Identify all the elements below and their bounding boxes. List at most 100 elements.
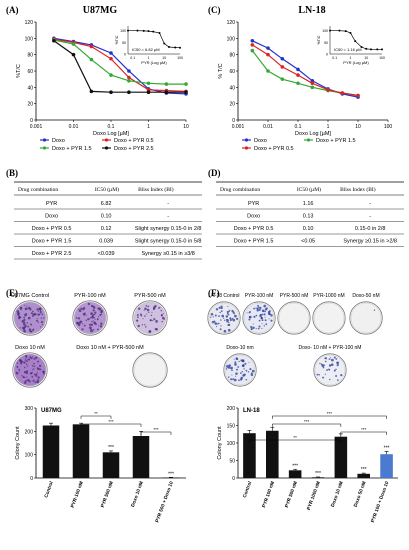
plate-label: PYR-500 nM — [134, 293, 166, 299]
colony — [333, 369, 336, 372]
colony — [24, 354, 28, 358]
inset-point — [163, 42, 166, 45]
plate-label: U87MG Control — [11, 293, 49, 299]
colony — [335, 358, 338, 360]
bracket — [140, 431, 172, 435]
colony — [18, 317, 21, 320]
colony — [235, 357, 237, 359]
data-point — [109, 90, 113, 95]
colony — [94, 318, 96, 320]
y-tick-label: 40 — [229, 85, 235, 91]
y-axis-label: % T/C — [218, 63, 224, 78]
colony — [236, 368, 238, 371]
colony — [90, 329, 93, 333]
colony — [335, 375, 338, 377]
colony — [26, 370, 29, 373]
data-point — [52, 38, 56, 43]
panel-f: (F) LN-18 Control PYR-100 nM PYR-500 nM PYR… — [207, 288, 398, 523]
data-point — [296, 67, 300, 72]
plate-label: LN-18 Control — [208, 293, 239, 299]
colony — [252, 326, 255, 329]
bar — [243, 433, 256, 478]
legend-marker — [104, 138, 109, 142]
data-point — [146, 90, 151, 95]
colony — [239, 378, 243, 381]
panel-a-letter: (A) — [6, 5, 19, 15]
colony — [322, 366, 325, 369]
colony — [42, 370, 45, 373]
colony — [233, 358, 235, 360]
colony — [244, 362, 247, 365]
series-line — [53, 40, 186, 93]
colony — [93, 316, 95, 319]
inset-point — [376, 48, 379, 51]
colony — [238, 379, 240, 382]
table-cell: Slight synergy 0.15-0 in 2/8 — [135, 226, 202, 232]
chart-title: U87MG — [41, 408, 62, 414]
colony — [214, 322, 217, 325]
colony — [252, 323, 254, 325]
x-axis-label: Doxo Log [µM] — [93, 131, 129, 137]
table-cell: Slight synergy 0.15-0 in 5/8 — [135, 239, 202, 245]
colony — [138, 307, 141, 310]
colony — [24, 324, 27, 328]
colony — [318, 373, 320, 376]
colony — [33, 357, 36, 360]
data-point — [296, 81, 300, 86]
colony — [228, 310, 231, 312]
y-tick-label: 60 — [229, 69, 235, 75]
colony — [90, 312, 93, 315]
panel-e: (E) U87MG Control PYR-100 nM PYR-500 nM Dox… — [6, 288, 186, 523]
colony — [212, 316, 214, 318]
inset-point — [167, 46, 170, 48]
colony — [79, 320, 82, 324]
colony — [140, 313, 142, 316]
category-label: Doxo 50 nM — [353, 481, 368, 508]
colony — [40, 317, 43, 319]
data-point — [280, 56, 285, 61]
colony — [100, 310, 103, 314]
y-tick-label: 200 — [227, 406, 236, 412]
colony — [78, 324, 81, 327]
colony — [22, 322, 26, 326]
colony — [324, 360, 327, 363]
colony — [18, 368, 21, 371]
colony — [25, 363, 28, 365]
colony — [34, 381, 37, 384]
colony — [99, 325, 103, 328]
colony — [221, 314, 225, 318]
significance-label: *** — [315, 471, 321, 477]
colony — [220, 319, 222, 321]
colony — [267, 312, 271, 315]
table-header: IC50 (µM) — [95, 186, 119, 193]
inset-x-tick-label: 100 — [177, 56, 183, 60]
colony — [33, 362, 35, 365]
colony — [35, 373, 38, 375]
series-line — [251, 44, 359, 97]
colony — [329, 378, 331, 381]
colony — [41, 313, 44, 316]
inset-point — [152, 30, 155, 33]
colony — [150, 314, 153, 317]
table-header: Drug combination — [18, 187, 58, 193]
colony — [92, 320, 94, 322]
colony — [87, 318, 90, 321]
colony — [243, 368, 245, 370]
colony-plates-u87mg: U87MG Control PYR-100 nM PYR-500 nM Doxo 10… — [11, 293, 168, 388]
table-cell: Doxo + PYR 0.5 — [234, 226, 274, 232]
colony — [26, 357, 28, 359]
colony — [23, 381, 27, 384]
colony — [222, 317, 225, 319]
legend-marker — [42, 138, 47, 142]
colony — [232, 318, 236, 322]
inset-point — [365, 47, 368, 50]
table-cell: Synergy ≥0.15 in ≥3/8 — [141, 251, 194, 257]
panel-d-letter: (D) — [208, 168, 221, 178]
x-tick-label: 100 — [384, 124, 393, 130]
colony — [30, 357, 33, 360]
colony — [89, 317, 92, 319]
colony — [85, 314, 87, 316]
category-label: PYR-100 nM — [70, 481, 85, 509]
colony — [26, 322, 28, 324]
y-tick-label: 300 — [25, 406, 34, 412]
